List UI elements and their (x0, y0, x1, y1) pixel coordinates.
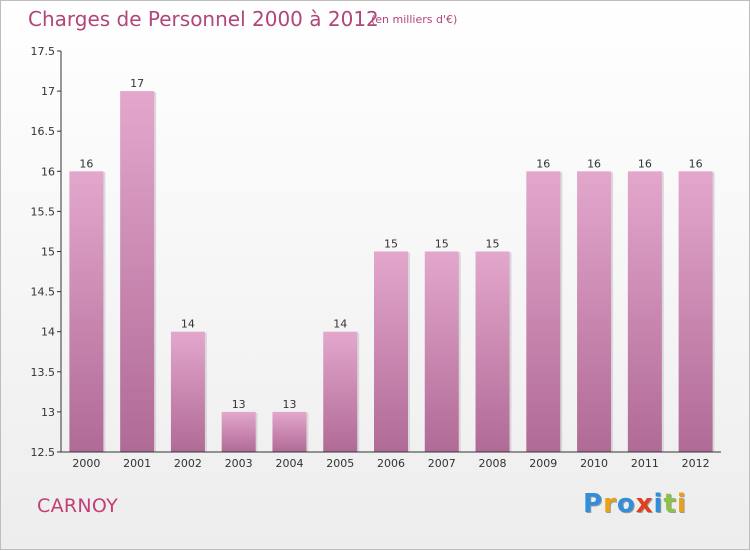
x-tick-label: 2006 (377, 457, 405, 470)
data-label: 14 (181, 318, 195, 331)
proxiti-logo: Proxiti (583, 489, 687, 519)
y-tick-label: 16.5 (31, 125, 56, 138)
y-tick-label: 14 (41, 326, 55, 339)
x-tick-label: 2004 (275, 457, 303, 470)
y-tick-label: 15 (41, 246, 55, 259)
axes-layer: 12.5 13 13.5 14 14.5 15 15.5 16 16.5 17 17.5 (31, 45, 721, 459)
data-label: 16 (536, 157, 550, 170)
chart-title: Charges de Personnel 2000 à 2012 (28, 7, 379, 31)
data-label: 13 (282, 398, 296, 411)
data-label: 15 (486, 238, 500, 251)
data-label: 16 (587, 157, 601, 170)
x-tick-label: 2012 (682, 457, 710, 470)
y-tick-label: 13 (41, 406, 55, 419)
bar-2000 (69, 171, 104, 453)
bar-2008 (475, 251, 510, 452)
x-tick-label: 2001 (123, 457, 151, 470)
bar-2005 (323, 331, 358, 452)
y-tick-label: 17 (41, 85, 55, 98)
logo-letter: o (616, 489, 636, 519)
y-tick-label: 13.5 (31, 366, 56, 379)
data-label: 13 (232, 398, 246, 411)
bar-2010 (577, 171, 612, 453)
data-label: 16 (79, 157, 93, 170)
commune-name: CARNOY (37, 495, 119, 517)
y-tick-label: 15.5 (31, 205, 56, 218)
logo-letter: i (676, 489, 687, 519)
data-label: 15 (435, 238, 449, 251)
y-tick-label: 14.5 (31, 286, 56, 299)
bar-2011 (627, 171, 662, 453)
bar-2004 (272, 411, 307, 452)
x-tick-label: 2002 (174, 457, 202, 470)
bars-layer: 16 2000 17 2001 14 2002 13 2003 13 2004 14 2005 15 20… (69, 77, 715, 470)
bar-2012 (678, 171, 713, 453)
y-tick-label: 12.5 (31, 446, 56, 459)
x-tick-label: 2007 (428, 457, 456, 470)
data-label: 15 (384, 238, 398, 251)
x-tick-label: 2008 (479, 457, 507, 470)
bar-2003 (221, 411, 256, 452)
bar-2002 (170, 331, 205, 452)
data-label: 17 (130, 77, 144, 90)
logo-letter: P (583, 489, 604, 519)
x-tick-label: 2003 (225, 457, 253, 470)
bar-2007 (424, 251, 459, 452)
x-tick-label: 2010 (580, 457, 608, 470)
data-label: 16 (638, 157, 652, 170)
x-tick-label: 2011 (631, 457, 659, 470)
x-tick-label: 2009 (529, 457, 557, 470)
y-tick-label: 16 (41, 165, 55, 178)
logo-letter: r (603, 489, 617, 519)
bar-2009 (526, 171, 561, 453)
data-label: 16 (689, 157, 703, 170)
bar-2001 (120, 91, 155, 452)
x-tick-label: 2005 (326, 457, 354, 470)
logo-letter: t (663, 489, 677, 519)
logo-letter: i (653, 489, 664, 519)
data-label: 14 (333, 318, 347, 331)
x-tick-label: 2000 (72, 457, 100, 470)
y-tick-label: 17.5 (31, 45, 56, 58)
logo-letter: x (635, 489, 654, 519)
chart-subtitle: (en milliers d'€) (371, 13, 458, 26)
bar-2006 (374, 251, 408, 452)
